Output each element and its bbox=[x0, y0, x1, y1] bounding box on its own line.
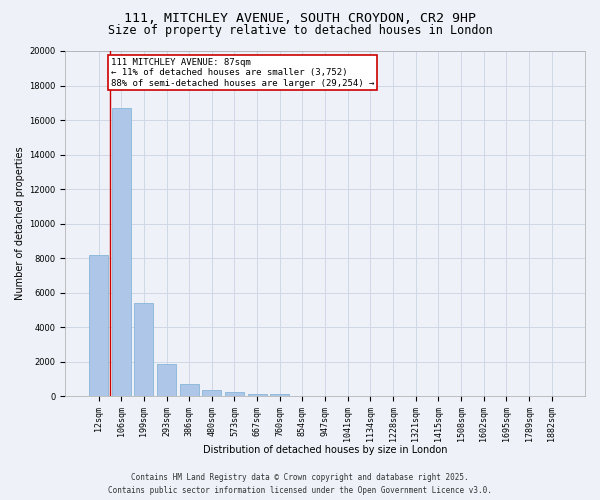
Bar bbox=[270, 394, 289, 396]
Y-axis label: Number of detached properties: Number of detached properties bbox=[15, 146, 25, 300]
Bar bbox=[202, 390, 221, 396]
Bar bbox=[89, 254, 108, 396]
Bar bbox=[248, 394, 267, 396]
Title: 111, MITCHLEY AVENUE, SOUTH CROYDON, CR2 9HP
Size of property relative to detach: 111, MITCHLEY AVENUE, SOUTH CROYDON, CR2… bbox=[0, 499, 1, 500]
Bar bbox=[157, 364, 176, 396]
Text: 111 MITCHLEY AVENUE: 87sqm
← 11% of detached houses are smaller (3,752)
88% of s: 111 MITCHLEY AVENUE: 87sqm ← 11% of deta… bbox=[111, 58, 374, 88]
Bar bbox=[179, 384, 199, 396]
X-axis label: Distribution of detached houses by size in London: Distribution of detached houses by size … bbox=[203, 445, 448, 455]
Text: 111, MITCHLEY AVENUE, SOUTH CROYDON, CR2 9HP: 111, MITCHLEY AVENUE, SOUTH CROYDON, CR2… bbox=[124, 12, 476, 26]
Bar bbox=[112, 108, 131, 396]
Text: Contains HM Land Registry data © Crown copyright and database right 2025.
Contai: Contains HM Land Registry data © Crown c… bbox=[108, 474, 492, 495]
Text: Size of property relative to detached houses in London: Size of property relative to detached ho… bbox=[107, 24, 493, 37]
Bar bbox=[225, 392, 244, 396]
Bar bbox=[134, 303, 154, 396]
